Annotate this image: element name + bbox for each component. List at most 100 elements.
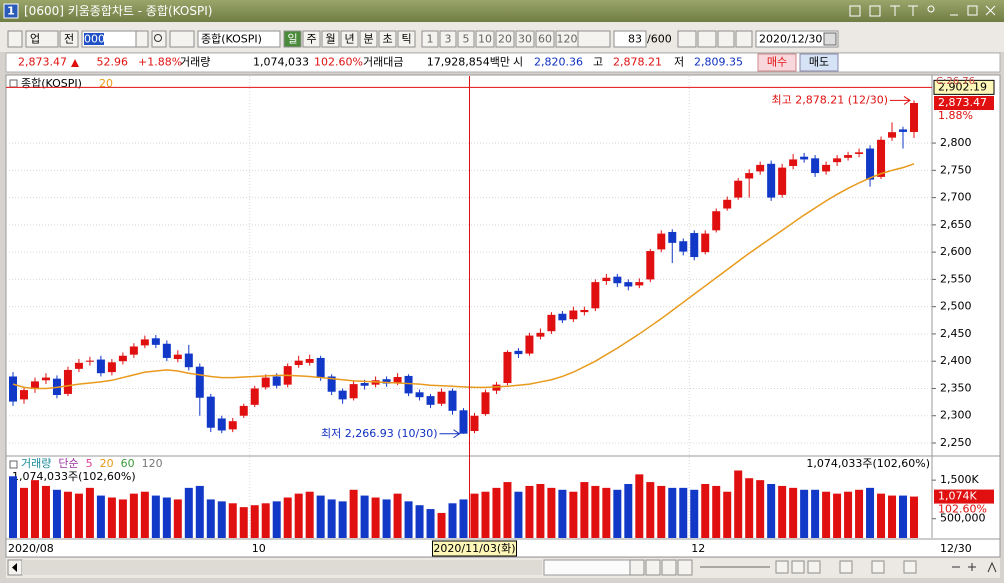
candle-body xyxy=(547,314,556,332)
tool-button[interactable] xyxy=(697,30,717,48)
window-icon xyxy=(3,3,19,19)
volume-bar xyxy=(569,491,578,538)
candle-body xyxy=(404,375,413,394)
ctrl-max[interactable] xyxy=(967,5,978,16)
ctrl-icon[interactable] xyxy=(849,5,861,17)
interval-button[interactable] xyxy=(495,30,515,48)
interval-button[interactable] xyxy=(535,30,555,48)
selection xyxy=(84,33,104,45)
tool-icon[interactable] xyxy=(775,560,789,574)
zoom-icons[interactable] xyxy=(952,561,997,573)
candle-body xyxy=(184,353,193,368)
ctrl-text[interactable] xyxy=(908,5,918,16)
unit-select[interactable] xyxy=(573,30,611,48)
ctrl-help[interactable] xyxy=(927,5,935,13)
forward-button[interactable] xyxy=(677,559,693,576)
volume-bar xyxy=(415,505,424,538)
open: 2,820.36 xyxy=(534,56,583,69)
volume-bar xyxy=(305,491,314,538)
tool-icon[interactable] xyxy=(791,560,805,574)
period-button[interactable] xyxy=(340,30,359,48)
ctrl-close[interactable] xyxy=(985,5,996,16)
rewind-button[interactable] xyxy=(645,559,661,576)
interval-button[interactable] xyxy=(555,30,579,48)
volume-bar xyxy=(151,495,160,538)
candle-body xyxy=(591,282,600,309)
settings-button[interactable] xyxy=(735,30,753,48)
candle-body xyxy=(679,241,688,252)
sound-button[interactable] xyxy=(169,30,195,48)
volume-bar xyxy=(558,489,567,538)
interval-button[interactable] xyxy=(439,30,457,48)
period-button[interactable] xyxy=(397,30,416,48)
tool-icon[interactable] xyxy=(839,560,853,574)
interval-label: 1 xyxy=(427,33,434,46)
volume-bar xyxy=(228,503,237,538)
period-button[interactable] xyxy=(302,30,321,48)
volume-bar xyxy=(206,499,215,538)
date-input[interactable] xyxy=(755,30,839,48)
low-label: 저 xyxy=(674,56,684,69)
ctrl-pin[interactable] xyxy=(890,5,900,16)
candle-body xyxy=(30,381,39,390)
period-label: 분 xyxy=(363,33,373,46)
high-annotation: 최고 2,878.21 (12/30) xyxy=(771,93,888,106)
cursor-price-box xyxy=(933,79,995,95)
interval-label: 10 xyxy=(478,33,492,46)
ctrl-icon[interactable] xyxy=(869,5,881,17)
y-tick-label: 2,300 xyxy=(940,409,972,422)
candle-body xyxy=(866,148,875,180)
search-button[interactable] xyxy=(151,30,167,48)
y-tick-label: 500,000 xyxy=(940,512,986,525)
interval-button[interactable] xyxy=(475,30,495,48)
candle-body xyxy=(899,129,908,132)
stop-button[interactable] xyxy=(661,559,677,576)
buy[interactable]: 매수 xyxy=(767,56,787,69)
volume-bar xyxy=(701,484,710,538)
buy-button[interactable] xyxy=(757,53,797,72)
volume-bar xyxy=(250,505,259,538)
calendar-icon[interactable] xyxy=(823,32,837,46)
volume-bar xyxy=(162,497,171,538)
candle-body xyxy=(305,359,314,363)
candle-body xyxy=(690,233,699,258)
market-select[interactable] xyxy=(25,30,59,48)
volume-bar xyxy=(646,482,655,538)
sell[interactable]: 매도 xyxy=(809,56,829,69)
volume-bar xyxy=(360,495,369,538)
y-tick-label: 2,250 xyxy=(940,436,972,449)
candle-body xyxy=(569,310,578,320)
sell-button[interactable] xyxy=(799,53,839,72)
count: 83 xyxy=(628,33,642,46)
scope-button[interactable] xyxy=(59,30,79,48)
code: 0001 xyxy=(84,33,112,46)
candle-body xyxy=(492,384,501,391)
period-button[interactable] xyxy=(359,30,378,48)
interval-button[interactable] xyxy=(515,30,535,48)
interval-button[interactable] xyxy=(421,30,439,48)
x-tick-label: 12/30 xyxy=(940,542,972,555)
save-button[interactable] xyxy=(717,30,735,48)
tool-icon[interactable] xyxy=(807,560,821,574)
tool-icon[interactable] xyxy=(903,560,917,574)
period-button[interactable] xyxy=(378,30,397,48)
period-button[interactable] xyxy=(321,30,340,48)
play-button[interactable] xyxy=(629,559,645,576)
volume-bar xyxy=(877,493,886,538)
dropdown[interactable] xyxy=(135,30,149,48)
y-tick-label: 2,800 xyxy=(940,136,972,149)
tool-icon[interactable] xyxy=(871,560,885,574)
period-button[interactable] xyxy=(283,30,302,48)
volume-bar xyxy=(470,493,479,538)
volume-bar xyxy=(789,487,798,538)
candle-body xyxy=(41,377,50,381)
last-volume: 1,074K xyxy=(938,490,977,503)
checkbox[interactable] xyxy=(7,30,23,48)
tool-button[interactable] xyxy=(677,30,697,48)
interval-button[interactable] xyxy=(457,30,475,48)
scroll-thumb[interactable] xyxy=(543,559,631,576)
volume-bar xyxy=(239,507,248,538)
volume-legend: 20 xyxy=(100,457,114,470)
count-input[interactable] xyxy=(613,30,647,48)
